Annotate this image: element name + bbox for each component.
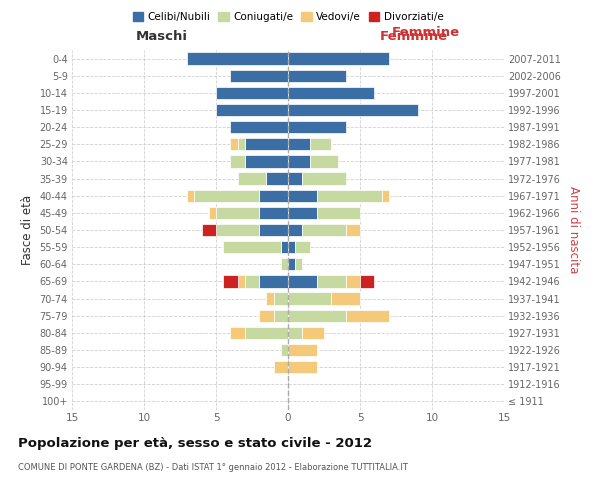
Bar <box>331 292 360 304</box>
Bar <box>216 104 288 116</box>
Bar <box>223 241 281 254</box>
Bar <box>310 138 331 150</box>
Bar <box>288 121 346 134</box>
Text: Popolazione per età, sesso e stato civile - 2012: Popolazione per età, sesso e stato civil… <box>18 438 372 450</box>
Bar <box>230 70 288 82</box>
Bar <box>223 276 238 287</box>
Bar <box>216 206 259 219</box>
Bar <box>288 241 295 254</box>
Bar <box>259 206 288 219</box>
Bar <box>288 70 346 82</box>
Bar <box>288 224 302 236</box>
Bar <box>245 326 288 339</box>
Bar <box>288 361 317 374</box>
Bar <box>281 258 288 270</box>
Bar <box>302 326 324 339</box>
Bar <box>245 156 288 168</box>
Bar <box>288 138 310 150</box>
Bar <box>317 276 346 287</box>
Bar <box>274 292 288 304</box>
Bar <box>382 190 389 202</box>
Bar <box>216 86 288 99</box>
Bar <box>259 276 288 287</box>
Bar <box>310 156 338 168</box>
Legend: Celibi/Nubili, Coniugati/e, Vedovi/e, Divorziati/e: Celibi/Nubili, Coniugati/e, Vedovi/e, Di… <box>128 8 448 26</box>
Bar <box>238 276 245 287</box>
Bar <box>259 224 288 236</box>
Bar <box>202 224 216 236</box>
Bar <box>281 241 288 254</box>
Bar <box>288 310 346 322</box>
Bar <box>281 344 288 356</box>
Bar <box>295 258 302 270</box>
Bar <box>288 190 317 202</box>
Bar <box>288 104 418 116</box>
Bar <box>302 172 346 184</box>
Bar <box>209 206 216 219</box>
Bar <box>194 190 259 202</box>
Bar <box>288 344 317 356</box>
Bar <box>238 138 245 150</box>
Bar <box>288 326 302 339</box>
Bar <box>216 224 259 236</box>
Bar <box>288 258 295 270</box>
Bar <box>288 86 374 99</box>
Bar <box>230 156 245 168</box>
Bar <box>288 156 310 168</box>
Bar <box>274 361 288 374</box>
Bar <box>317 206 360 219</box>
Bar <box>238 172 266 184</box>
Y-axis label: Fasce di età: Fasce di età <box>21 195 34 265</box>
Bar <box>245 138 288 150</box>
Bar <box>266 292 274 304</box>
Bar <box>288 292 331 304</box>
Bar <box>360 276 374 287</box>
Bar <box>274 310 288 322</box>
Bar <box>346 310 389 322</box>
Text: Femmine: Femmine <box>380 30 448 43</box>
Text: Maschi: Maschi <box>136 30 188 43</box>
Bar <box>245 276 259 287</box>
Bar <box>187 190 194 202</box>
Bar <box>295 241 310 254</box>
Y-axis label: Anni di nascita: Anni di nascita <box>568 186 580 274</box>
Bar <box>288 276 317 287</box>
Bar <box>230 326 245 339</box>
Bar <box>187 52 288 64</box>
Bar <box>266 172 288 184</box>
Bar <box>346 276 360 287</box>
Bar <box>346 224 360 236</box>
Bar <box>288 52 389 64</box>
Text: Femmine: Femmine <box>392 26 460 39</box>
Bar <box>230 138 238 150</box>
Bar <box>230 121 288 134</box>
Bar <box>259 190 288 202</box>
Bar <box>302 224 346 236</box>
Bar <box>317 190 382 202</box>
Bar <box>288 172 302 184</box>
Text: COMUNE DI PONTE GARDENA (BZ) - Dati ISTAT 1° gennaio 2012 - Elaborazione TUTTITA: COMUNE DI PONTE GARDENA (BZ) - Dati ISTA… <box>18 462 408 471</box>
Bar <box>259 310 274 322</box>
Bar <box>288 206 317 219</box>
